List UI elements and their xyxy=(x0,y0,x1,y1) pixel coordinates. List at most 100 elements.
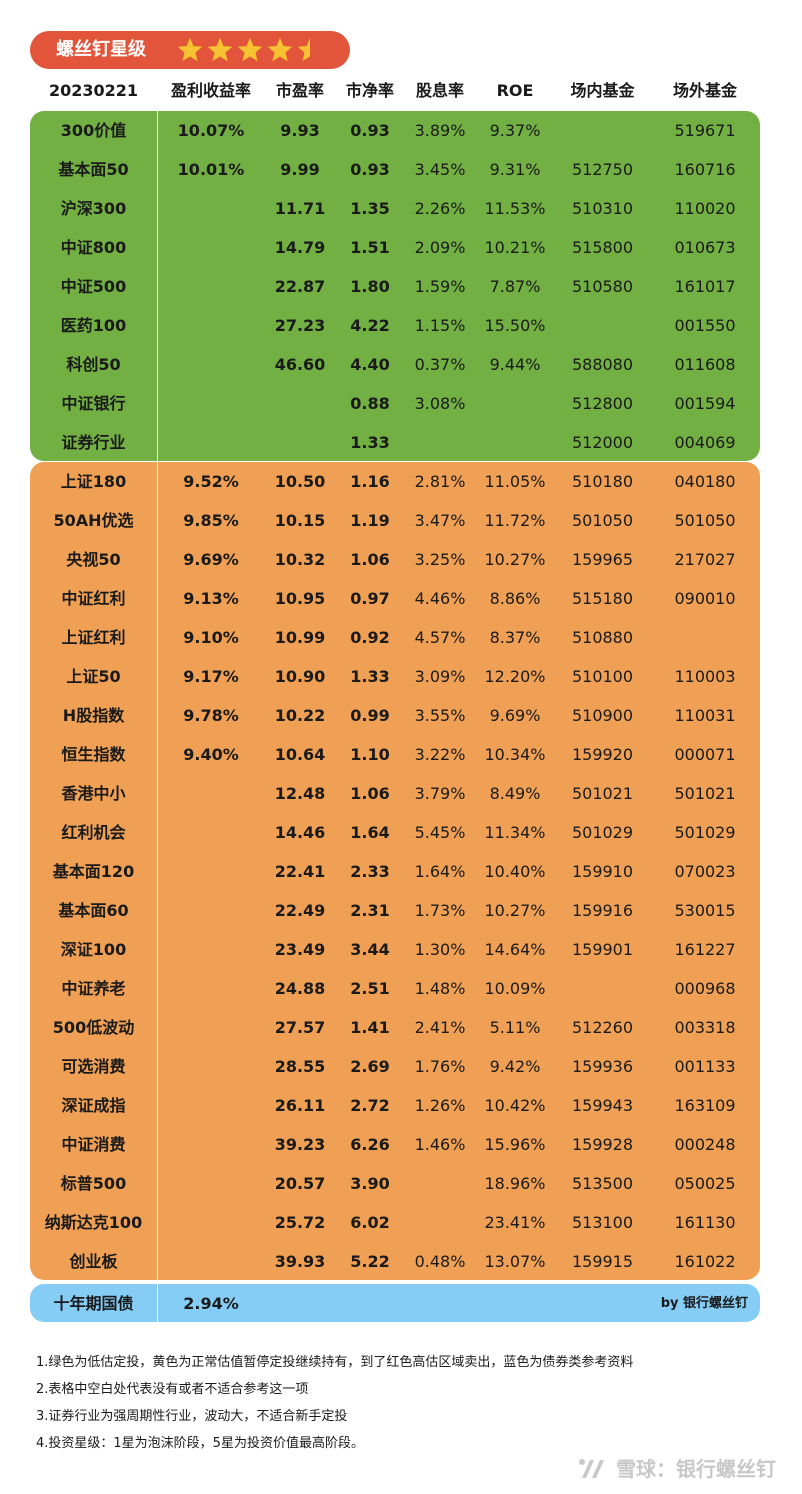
otc-fund-code: 530015 xyxy=(674,901,736,920)
table-row: 创业板 39.93 5.22 0.48% 13.07% 159915 161022 xyxy=(30,1242,760,1281)
roe: 9.31% xyxy=(489,160,541,179)
earnings-yield: 9.17% xyxy=(183,667,239,686)
table-row: 上证50 9.17% 10.90 1.33 3.09% 12.20% 510100 11000… xyxy=(30,657,760,696)
earnings-yield: 9.40% xyxy=(183,745,239,764)
table-row: 中证500 22.87 1.80 1.59% 7.87% 510580 161017 xyxy=(30,267,760,306)
index-name: 上证50 xyxy=(66,667,121,686)
index-name: 中证800 xyxy=(60,238,127,257)
index-name: 基本面60 xyxy=(58,901,129,920)
otc-fund-code: 010673 xyxy=(674,238,736,257)
exchange-fund-code: 512800 xyxy=(571,394,634,413)
pe-ratio: 9.99 xyxy=(280,160,320,179)
exchange-fund-code: 159928 xyxy=(571,1135,634,1154)
exchange-fund-code: 510310 xyxy=(571,199,634,218)
otc-fund-code: 110031 xyxy=(674,706,736,725)
pb-ratio: 3.44 xyxy=(350,940,390,959)
exchange-fund-code: 513100 xyxy=(571,1213,634,1232)
index-name: 恒生指数 xyxy=(61,745,126,764)
exchange-fund-code: 159915 xyxy=(571,1252,634,1271)
pe-ratio: 39.23 xyxy=(274,1135,326,1154)
pe-ratio: 9.93 xyxy=(280,121,320,140)
earnings-yield xyxy=(157,1086,265,1125)
pb-ratio: 1.64 xyxy=(350,823,390,842)
earnings-yield xyxy=(157,930,265,969)
pb-ratio: 0.92 xyxy=(350,628,390,647)
pb-ratio: 1.10 xyxy=(350,745,390,764)
badge-title: 螺丝钉星级 xyxy=(56,39,146,60)
pb-ratio: 1.80 xyxy=(350,277,390,296)
earnings-yield: 9.85% xyxy=(183,511,239,530)
index-name: 中证500 xyxy=(60,277,127,296)
header-dividend-yield: 股息率 xyxy=(415,81,464,100)
pe-ratio: 10.15 xyxy=(274,511,326,530)
dividend-yield: 3.08% xyxy=(414,394,466,413)
index-name: 红利机会 xyxy=(61,823,126,842)
index-name: 创业板 xyxy=(69,1252,118,1271)
star-icon xyxy=(177,37,203,62)
bond-yield: 2.94% xyxy=(183,1294,239,1313)
table-row: 标普500 20.57 3.90 18.96% 513500 050025 xyxy=(30,1164,760,1203)
otc-fund-code: 161227 xyxy=(674,940,736,959)
exchange-fund-code xyxy=(555,306,650,345)
pb-ratio: 5.22 xyxy=(350,1252,390,1271)
table-row: 科创50 46.60 4.40 0.37% 9.44% 588080 011608 xyxy=(30,345,760,384)
exchange-fund-code: 159916 xyxy=(571,901,634,920)
date-label: 20230221 xyxy=(48,81,139,100)
exchange-fund-code: 510180 xyxy=(571,472,634,491)
exchange-fund-code: 159936 xyxy=(571,1057,634,1076)
note-line: 2.表格中空白处代表没有或者不适合参考这一项 xyxy=(36,1382,309,1397)
roe: 10.27% xyxy=(484,901,546,920)
exchange-fund-code xyxy=(555,111,650,150)
table-row: 沪深300 11.71 1.35 2.26% 11.53% 510310 110020 xyxy=(30,189,760,228)
dividend-yield: 3.55% xyxy=(414,706,466,725)
pe-ratio: 27.23 xyxy=(274,316,326,335)
dividend-yield: 1.15% xyxy=(414,316,466,335)
otc-fund-code: 000071 xyxy=(674,745,736,764)
earnings-yield xyxy=(157,228,265,267)
pb-ratio: 6.02 xyxy=(350,1213,390,1232)
otc-fund-code: 001594 xyxy=(674,394,736,413)
earnings-yield: 9.13% xyxy=(183,589,239,608)
dividend-yield xyxy=(405,423,475,462)
otc-fund-code: 519671 xyxy=(674,121,736,140)
earnings-yield xyxy=(157,1164,265,1203)
earnings-yield xyxy=(157,969,265,1008)
exchange-fund-code: 512750 xyxy=(571,160,634,179)
index-name: 科创50 xyxy=(66,355,121,374)
index-name: 医药100 xyxy=(60,316,127,335)
roe: 11.34% xyxy=(484,823,546,842)
pe-ratio: 22.41 xyxy=(274,862,326,881)
earnings-yield xyxy=(157,267,265,306)
index-name: 央视50 xyxy=(66,550,121,569)
dividend-yield: 3.45% xyxy=(414,160,466,179)
dividend-yield: 1.64% xyxy=(414,862,466,881)
pb-ratio: 1.06 xyxy=(350,550,390,569)
otc-fund-code: 160716 xyxy=(674,160,736,179)
index-name: 上证180 xyxy=(60,472,127,491)
table-row: 基本面60 22.49 2.31 1.73% 10.27% 159916 530015 xyxy=(30,891,760,930)
earnings-yield xyxy=(157,1242,265,1281)
dividend-yield: 1.26% xyxy=(414,1096,466,1115)
index-name: 上证红利 xyxy=(61,628,126,647)
dividend-yield xyxy=(405,1203,475,1242)
table-row: 纳斯达克100 25.72 6.02 23.41% 513100 161130 xyxy=(30,1203,760,1242)
watermark: 雪球：银行螺丝钉 xyxy=(579,1456,776,1482)
pe-ratio: 10.64 xyxy=(274,745,326,764)
earnings-yield xyxy=(157,1047,265,1086)
exchange-fund-code: 159920 xyxy=(571,745,634,764)
earnings-yield: 10.01% xyxy=(177,160,245,179)
earnings-yield xyxy=(157,852,265,891)
dividend-yield: 1.73% xyxy=(414,901,466,920)
pb-ratio: 1.19 xyxy=(350,511,390,530)
pe-ratio: 26.11 xyxy=(274,1096,326,1115)
roe: 23.41% xyxy=(484,1213,546,1232)
exchange-fund-code: 510900 xyxy=(571,706,634,725)
table-row: 深证成指 26.11 2.72 1.26% 10.42% 159943 163109 xyxy=(30,1086,760,1125)
index-name: 深证100 xyxy=(60,940,127,959)
roe: 11.05% xyxy=(484,472,546,491)
pb-ratio: 1.35 xyxy=(350,199,390,218)
pb-ratio: 4.22 xyxy=(350,316,390,335)
exchange-fund-code: 159943 xyxy=(571,1096,634,1115)
earnings-yield: 10.07% xyxy=(177,121,245,140)
author-credit: by 银行螺丝钉 xyxy=(660,1296,748,1311)
